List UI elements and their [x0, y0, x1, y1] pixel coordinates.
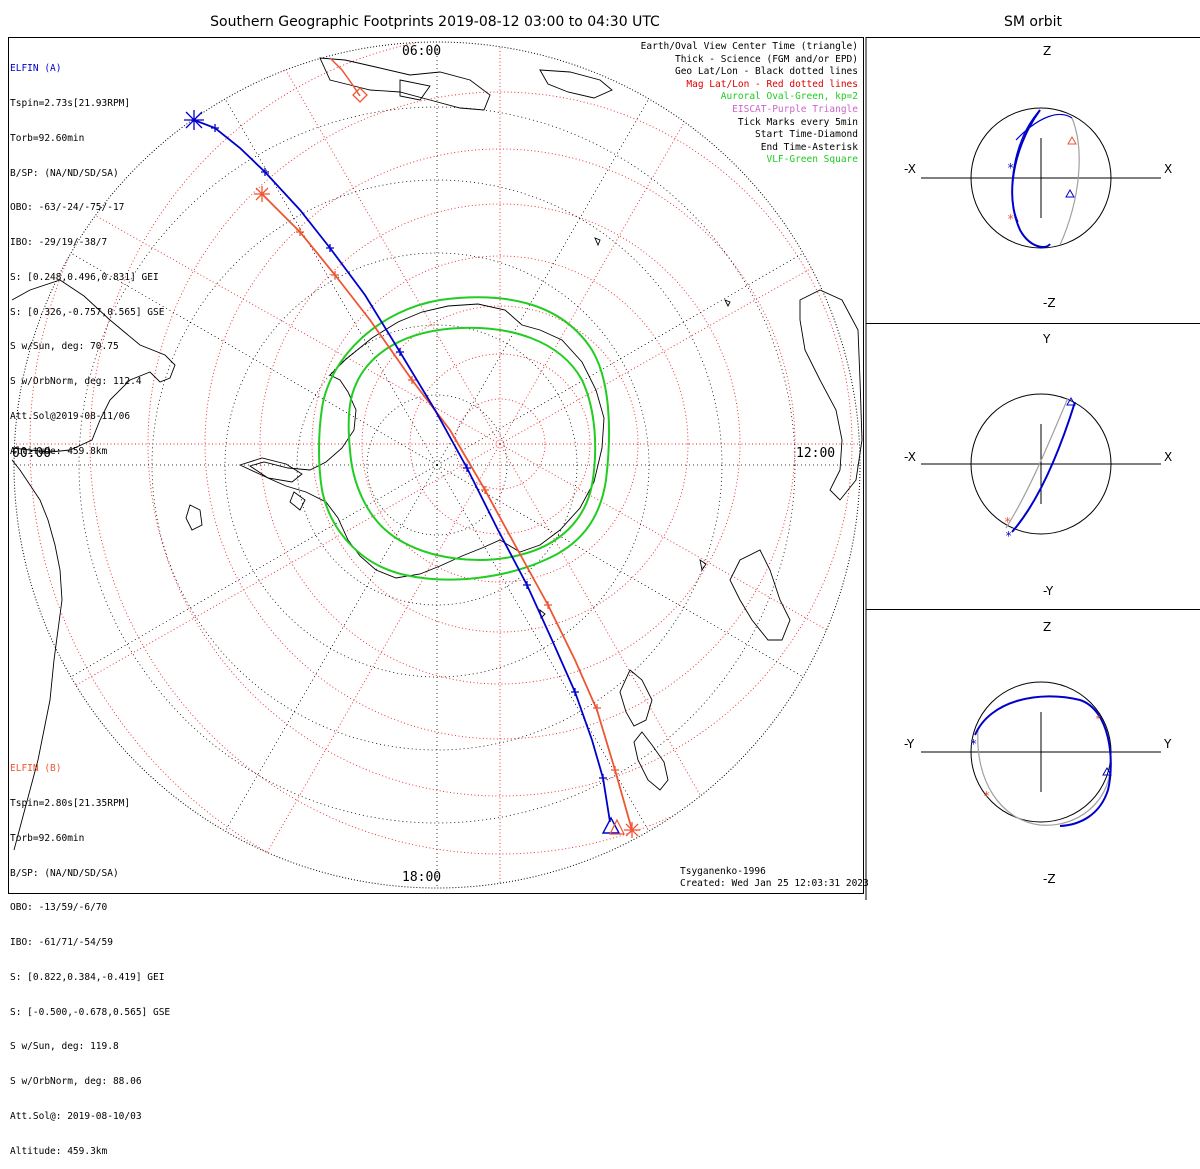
elfin-a-info-line: Torb=92.60min	[10, 132, 85, 144]
elfin-b-end-triangle	[609, 818, 625, 835]
elfin-a-info-line: Tspin=2.73s[21.93RPM]	[10, 97, 131, 109]
orbit-xy-right-label: X	[1164, 450, 1173, 464]
elfin-b-info-line: S: [-0.500,-0.678,0.565] GSE	[10, 1006, 171, 1018]
legend-item: Start Time-Diamond	[755, 129, 858, 141]
orbit-xz-left-label: -X	[904, 162, 916, 176]
orbit-xy-left-label: -X	[904, 450, 916, 464]
elfin-b-name: ELFIN (B)	[10, 763, 62, 775]
mlt-label-bottom: 18:00	[402, 870, 442, 885]
orbit-panel-xz	[866, 37, 1200, 323]
elfin-a-info-line: S w/OrbNorm, deg: 112.4	[10, 376, 142, 388]
elfin-a-markers	[184, 110, 621, 834]
elfin-b-info-line: Tspin=2.80s[21.35RPM]	[10, 797, 131, 809]
orbit-xy-top-label: Y	[1043, 332, 1051, 346]
orbit-panel-xy	[866, 323, 1200, 609]
elfin-a-info-line: S: [0.326,-0.757,0.565] GSE	[10, 306, 165, 318]
elfin-b-info-line: Att.Sol@: 2019-08-10/03	[10, 1111, 142, 1122]
orbit-yz-left-label: -Y	[904, 737, 915, 751]
elfin-b-info-line: S: [0.822,0.384,-0.419] GEI	[10, 971, 165, 983]
credit-created: Created: Wed Jan 25 12:03:31 2023	[680, 878, 869, 889]
orbit-yz-top-label: Z	[1043, 620, 1052, 634]
elfin-b-info-line: B/SP: (NA/ND/SD/SA)	[10, 867, 119, 879]
mag-latlon-grid	[14, 42, 860, 888]
legend-item: Earth/Oval View Center Time (triangle)	[640, 41, 858, 52]
elfin-a-info-line: Att.Sol@2019-08-11/06	[10, 411, 131, 422]
legend-item: Mag Lat/Lon - Red dotted lines	[686, 78, 858, 90]
legend-item: Geo Lat/Lon - Black dotted lines	[674, 66, 858, 78]
elfin-b-markers	[254, 186, 640, 838]
elfin-a-track	[193, 119, 611, 823]
elfin-a-info: ELFIN (A) Tspin=2.73s[21.93RPM] Torb=92.…	[10, 40, 164, 469]
orbit-xz-bottom-label: -Z	[1043, 296, 1056, 310]
elfin-a-info-line: IBO: -29/19/-38/7	[10, 237, 108, 249]
footprint-map-frame	[8, 37, 864, 894]
elfin-a-info-line: OBO: -63/-24/-75/-17	[10, 202, 125, 214]
elfin-b-info-line: Altitude: 459.3km	[10, 1145, 108, 1157]
elfin-a-info-line: S: [0.248,0.496,0.831] GEI	[10, 271, 159, 283]
plot-title: Southern Geographic Footprints 2019-08-1…	[210, 14, 660, 30]
elfin-a-name: ELFIN (A)	[10, 63, 62, 75]
legend-item: Thick - Science (FGM and/or EPD)	[674, 53, 858, 65]
orbit-yz-right-label: Y	[1164, 737, 1172, 751]
orbit-yz-bottom-label: -Z	[1043, 872, 1056, 886]
elfin-b-info-line: OBO: -13/59/-6/70	[10, 902, 108, 914]
elfin-b-start-diamond	[352, 87, 368, 103]
elfin-b-info-line: IBO: -61/71/-54/59	[10, 937, 113, 949]
mlt-label-right: 12:00	[796, 446, 836, 461]
elfin-b-info-line: S w/Sun, deg: 119.8	[10, 1041, 119, 1053]
orbit-xy-bottom-label: -Y	[1043, 584, 1054, 598]
elfin-b-info: ELFIN (B) Tspin=2.80s[21.35RPM] Torb=92.…	[10, 740, 170, 1169]
legend-item: VLF-Green Square	[766, 154, 858, 166]
elfin-b-info-line: Torb=92.60min	[10, 832, 85, 844]
legend: Earth/Oval View Center Time (triangle) T…	[641, 41, 858, 167]
elfin-b-info-line: S w/OrbNorm, deg: 88.06	[10, 1076, 142, 1088]
legend-item: Auroral Oval-Green, kp=2	[720, 91, 858, 103]
orbit-panel-yz	[866, 609, 1200, 900]
legend-item: Tick Marks every 5min	[737, 116, 858, 128]
orbit-xz-right-label: X	[1164, 162, 1173, 176]
mlt-label-top: 06:00	[402, 44, 442, 59]
globe-outline	[13, 41, 861, 889]
mlt-label-left: 00:00	[12, 446, 52, 461]
elfin-a-info-line: B/SP: (NA/ND/SD/SA)	[10, 167, 119, 179]
elfin-a-info-line: Altitude: 459.8km	[10, 445, 108, 457]
legend-item: End Time-Asterisk	[760, 141, 858, 153]
legend-item: EISCAT-Purple Triangle	[732, 103, 858, 115]
orbit-xz-top-label: Z	[1043, 44, 1052, 58]
orbit-title: SM orbit	[1003, 14, 1062, 30]
geo-latlon-grid	[14, 42, 860, 888]
credit-model: Tsyganenko-1996	[680, 866, 766, 877]
credit: Tsyganenko-1996 Created: Wed Jan 25 12:0…	[680, 866, 869, 890]
auroral-oval	[318, 296, 611, 581]
elfin-a-info-line: S w/Sun, deg: 70.75	[10, 341, 119, 353]
coastlines	[11, 57, 863, 851]
footprint-map	[11, 41, 863, 889]
